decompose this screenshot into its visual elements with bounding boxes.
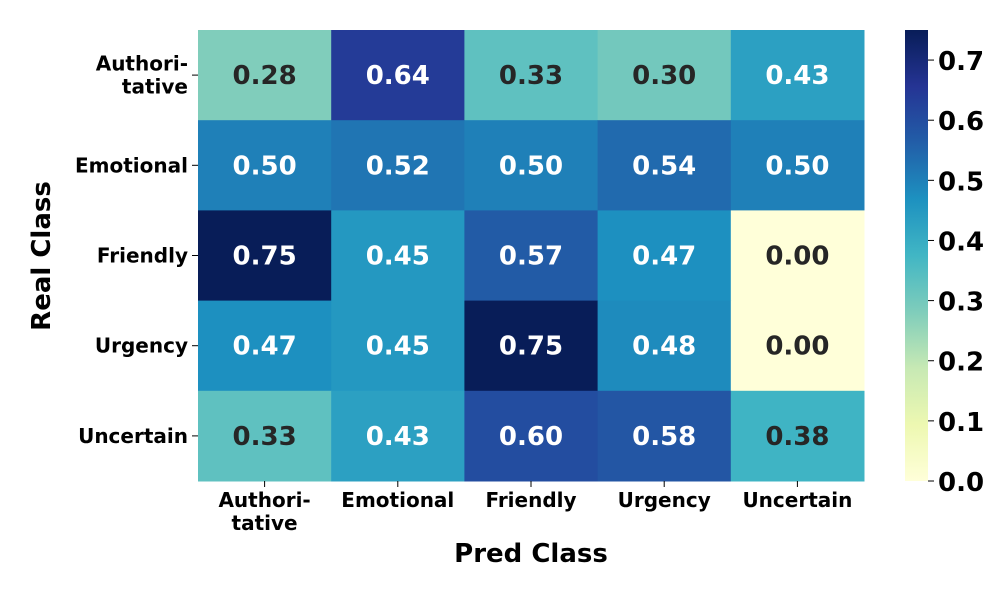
x-tick-label: Emotional [341,488,454,512]
heatmap-cell [331,210,465,302]
cell-value-label: 0.54 [632,151,696,181]
cell-value-label: 0.30 [632,61,696,91]
cell-value-label: 0.33 [499,61,563,91]
heatmap-cell [597,30,732,121]
heatmap-cell [464,120,599,211]
y-tick-label: Friendly [97,244,188,268]
cell-value-label: 0.57 [499,242,563,272]
x-axis-title: Pred Class [454,539,608,569]
colorbar-tick-label: 0.7 [938,47,984,77]
cell-value-label: 0.50 [233,151,297,181]
y-tick-label: Urgency [95,334,188,358]
cell-value-label: 0.38 [765,422,829,452]
heatmap-cells [198,30,865,482]
heatmap-cell [331,300,465,392]
cell-value-label: 0.33 [233,422,297,452]
heatmap-cell [198,210,332,302]
cell-value-label: 0.47 [233,332,297,362]
cell-value-label: 0.60 [499,422,563,452]
colorbar-tick-label: 0.2 [938,348,984,378]
heatmap-cell-labels: 0.28 0.64 0.33 0.30 0.43 0.50 0.52 0.50 0.54 0.50… [233,61,830,452]
cell-value-label: 0.64 [366,61,430,91]
cell-value-label: 0.00 [765,242,829,272]
y-tick-label: Authori-tative [96,52,188,99]
heatmap-cell [331,120,465,211]
heatmap-cell [597,210,732,302]
x-tick-label: Authori-tative [218,488,310,535]
heatmap-cell [198,390,332,482]
colorbar-tick-label: 0.4 [938,227,984,257]
heatmap-cell [464,300,599,392]
x-axis-ticks: Authori-tative Emotional Friendly Urgency Un… [218,481,852,535]
colorbar-tick-label: 0.3 [938,288,984,318]
cell-value-label: 0.75 [499,332,563,362]
cell-value-label: 0.58 [632,422,696,452]
heatmap-cell [198,120,332,211]
x-tick-label: Urgency [618,488,711,512]
cell-value-label: 0.75 [233,242,297,272]
heatmap-cell [464,210,599,302]
cell-value-label: 0.45 [366,242,430,272]
y-axis-title: Real Class [27,181,57,331]
cell-value-label: 0.48 [632,332,696,362]
cell-value-label: 0.28 [233,61,297,91]
colorbar-tick-label: 0.1 [938,408,984,438]
colorbar [905,30,928,481]
cell-value-label: 0.43 [366,422,430,452]
heatmap-cell [730,300,865,392]
heatmap-cell [597,390,732,482]
x-tick-label: Uncertain [742,488,852,512]
colorbar-tick-label: 0.0 [938,468,984,498]
heatmap-cell [331,30,465,121]
cell-value-label: 0.50 [499,151,563,181]
heatmap-cell [730,120,865,211]
cell-value-label: 0.00 [765,332,829,362]
heatmap-cell [730,210,865,302]
heatmap-cell [464,390,599,482]
heatmap-cell [597,120,732,211]
cell-value-label: 0.45 [366,332,430,362]
heatmap-cell [198,30,332,121]
heatmap-cell [331,390,465,482]
heatmap-cell [464,30,599,121]
cell-value-label: 0.50 [765,151,829,181]
y-tick-label: Emotional [75,153,188,177]
heatmap-cell [198,300,332,392]
heatmap-cell [597,300,732,392]
cell-value-label: 0.52 [366,151,430,181]
colorbar-tick-label: 0.5 [938,167,984,197]
cell-value-label: 0.47 [632,242,696,272]
x-tick-label: Friendly [485,488,576,512]
y-axis-ticks: Authori-tative Emotional Friendly Urgency Un… [75,52,198,448]
colorbar-tick-label: 0.6 [938,107,984,137]
cell-value-label: 0.43 [765,61,829,91]
colorbar-ticks: 0.0 0.1 0.2 0.3 0.4 0.5 0.6 0.7 [928,47,984,498]
heatmap-cell [730,30,865,121]
y-tick-label: Uncertain [78,424,188,448]
heatmap-cell [730,390,865,482]
